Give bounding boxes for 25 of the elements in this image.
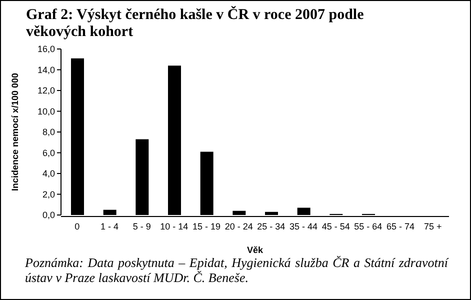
y-tick-label: 6,0 [42,148,55,158]
x-tick-label: 0 [74,221,80,232]
y-tick-label: 10,0 [37,106,55,116]
y-tick-label: 14,0 [37,64,55,75]
x-tick-label: 35 - 44 [289,221,318,232]
x-tick-label: 75 + [424,221,442,232]
y-tick-label: 2,0 [42,189,55,200]
x-tick-label: 5 - 9 [132,221,151,232]
y-tick-label: 0,0 [42,210,55,220]
x-tick-label: 65 - 74 [386,221,415,232]
x-tick-label: 55 - 64 [354,221,382,232]
x-tick-label: 10 - 14 [160,221,188,232]
x-tick-label: 45 - 54 [322,221,350,232]
x-tick-label: 25 - 34 [257,221,286,232]
y-axis-title: Incidence nemocí x/100 000 [10,72,20,192]
y-tick-label: 4,0 [42,168,55,179]
x-tick-label: 15 - 19 [192,221,221,232]
chart-title: Graf 2: Výskyt černého kašle v ČR v roce 2007 podle věkových kohort [25,5,365,41]
text: Poznámka: Data poskytnuta – Epidat, Hygienická služba ČR a Státní zdravotní ústav v Praze laskavostí MUDr. Č. Beneše. [24,254,450,285]
x-tick-label: 20 - 24 [224,221,253,232]
x-axis-title: Věk [246,245,264,255]
y-tick-label: 8,0 [42,127,55,138]
y-tick-label: 16,0 [37,44,55,54]
y-tick-label: 12,0 [37,86,55,96]
x-tick-label: 1 - 4 [100,221,119,232]
